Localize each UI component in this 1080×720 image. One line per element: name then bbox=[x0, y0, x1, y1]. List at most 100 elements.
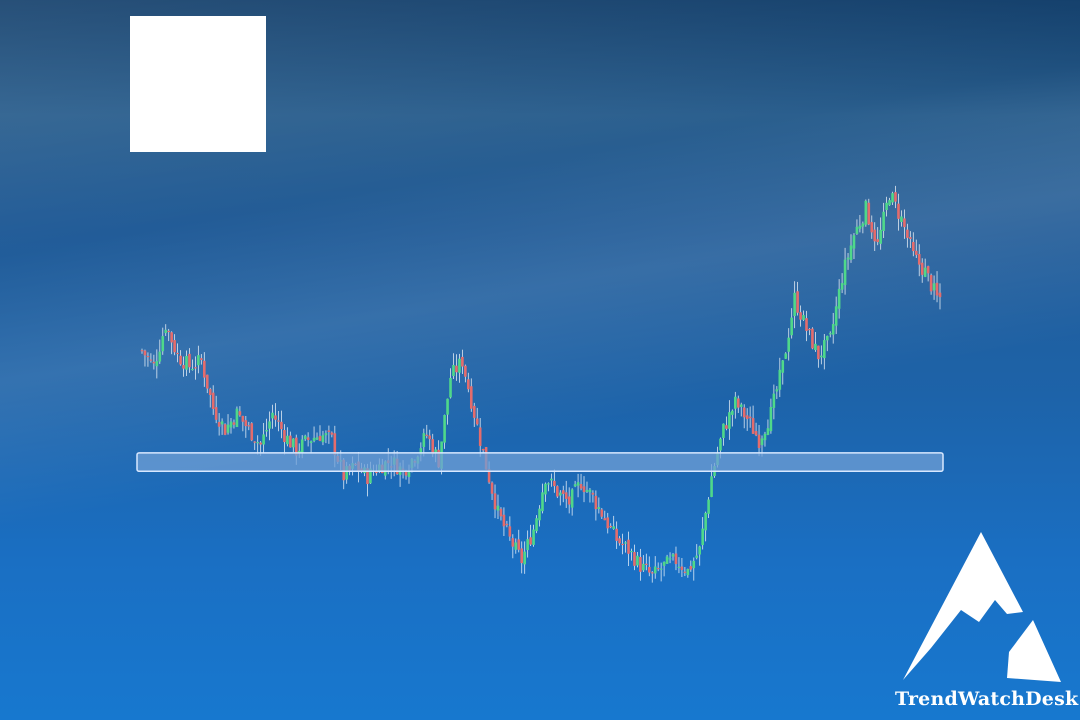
candle-up bbox=[710, 476, 713, 497]
candle-up bbox=[526, 539, 529, 551]
candle-down bbox=[867, 202, 871, 225]
candle-up bbox=[775, 389, 779, 392]
candle-down bbox=[674, 553, 678, 565]
candle-down bbox=[327, 430, 331, 432]
candle-down bbox=[736, 398, 740, 408]
candle-up bbox=[422, 433, 426, 448]
candle-down bbox=[517, 539, 521, 550]
candle-down bbox=[508, 526, 512, 537]
candle-down bbox=[561, 490, 565, 494]
candle-down bbox=[475, 418, 479, 425]
candle-up bbox=[760, 438, 764, 446]
candle-up bbox=[790, 317, 793, 336]
candle-up bbox=[923, 267, 927, 277]
candle-down bbox=[404, 471, 408, 476]
candle-down bbox=[202, 360, 206, 378]
candle-up bbox=[840, 283, 844, 290]
candle-up bbox=[612, 526, 615, 529]
candle-down bbox=[914, 250, 918, 255]
candle-up bbox=[155, 361, 159, 367]
candle-down bbox=[179, 355, 182, 365]
candle-up bbox=[701, 528, 704, 546]
candle-down bbox=[194, 367, 197, 369]
candle-down bbox=[903, 218, 906, 228]
candle-down bbox=[725, 425, 728, 429]
candle-up bbox=[778, 369, 782, 390]
candle-up bbox=[825, 335, 829, 341]
candle-up bbox=[345, 466, 348, 480]
candle-up bbox=[731, 410, 734, 415]
candle-down bbox=[579, 484, 583, 489]
candle-down bbox=[564, 492, 568, 499]
candle-up bbox=[858, 225, 862, 229]
candle-up bbox=[309, 441, 313, 443]
candle-up bbox=[449, 377, 452, 398]
candle-up bbox=[665, 556, 669, 564]
candle-down bbox=[333, 433, 337, 456]
candle-up bbox=[852, 235, 856, 249]
candle-up bbox=[226, 424, 230, 433]
candle-up bbox=[692, 560, 696, 569]
candle-up bbox=[158, 351, 162, 362]
candle-down bbox=[639, 557, 642, 572]
candle-up bbox=[271, 412, 274, 419]
candle-up bbox=[268, 421, 271, 429]
candle-up bbox=[891, 193, 894, 203]
candle-up bbox=[256, 442, 259, 444]
candle-down bbox=[294, 437, 298, 456]
candle-up bbox=[220, 421, 224, 425]
candle-up bbox=[900, 216, 903, 222]
candle-down bbox=[472, 405, 476, 418]
candle-down bbox=[464, 365, 467, 377]
candle-down bbox=[455, 365, 458, 373]
brand-name: TrendWatchDesk bbox=[895, 688, 1079, 710]
candle-down bbox=[808, 328, 811, 331]
candle-up bbox=[734, 396, 737, 409]
candle-up bbox=[787, 337, 791, 352]
candle-up bbox=[369, 468, 372, 484]
candle-up bbox=[550, 478, 553, 481]
candle-up bbox=[879, 229, 882, 244]
candle-down bbox=[870, 222, 874, 233]
candle-up bbox=[932, 283, 936, 291]
candle-down bbox=[618, 538, 621, 544]
candle-up bbox=[704, 512, 707, 531]
candle-up bbox=[843, 259, 847, 286]
candle-down bbox=[606, 517, 610, 529]
candle-up bbox=[419, 448, 423, 455]
candle-up bbox=[677, 566, 681, 569]
candle-up bbox=[763, 433, 767, 441]
candle-down bbox=[140, 350, 144, 352]
candle-up bbox=[766, 428, 770, 435]
candle-up bbox=[303, 435, 307, 440]
candle-down bbox=[250, 423, 254, 441]
candle-down bbox=[505, 523, 509, 526]
candle-down bbox=[478, 427, 482, 446]
candle-down bbox=[176, 352, 179, 355]
candle-down bbox=[247, 425, 251, 427]
candle-up bbox=[161, 336, 165, 352]
candle-up bbox=[888, 200, 891, 206]
candle-up bbox=[671, 554, 675, 557]
candle-down bbox=[208, 388, 212, 395]
candle-down bbox=[244, 420, 248, 427]
candle-down bbox=[594, 495, 598, 510]
candle-up bbox=[446, 398, 449, 415]
candle-down bbox=[567, 496, 571, 505]
candle-down bbox=[487, 469, 491, 483]
candle-down bbox=[897, 203, 900, 219]
candle-up bbox=[558, 492, 562, 496]
candle-up bbox=[407, 470, 411, 478]
candle-up bbox=[784, 353, 788, 359]
candle-up bbox=[164, 329, 168, 334]
candle-down bbox=[935, 282, 939, 296]
candle-down bbox=[330, 432, 334, 435]
candle-up bbox=[636, 555, 639, 566]
candle-up bbox=[324, 433, 328, 436]
candle-up bbox=[662, 561, 666, 566]
candle-up bbox=[538, 508, 541, 521]
candles bbox=[140, 185, 942, 583]
candle-down bbox=[894, 192, 897, 202]
candle-down bbox=[757, 434, 761, 449]
